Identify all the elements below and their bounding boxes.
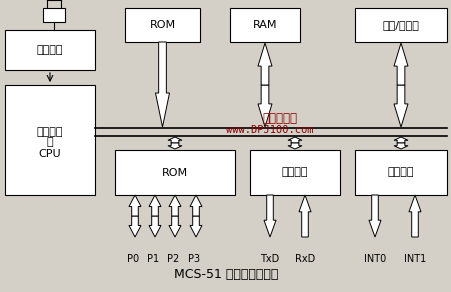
Polygon shape [129, 195, 141, 216]
Text: 中断系统: 中断系统 [387, 168, 413, 178]
Polygon shape [393, 143, 407, 149]
Bar [125, 8, 199, 42]
Polygon shape [168, 143, 182, 149]
Text: 定时/计算器: 定时/计算器 [382, 20, 419, 30]
Text: RxD: RxD [294, 254, 314, 264]
Text: MCS-51 单片机结构框图: MCS-51 单片机结构框图 [174, 267, 277, 281]
Bar [43, 8, 65, 22]
Polygon shape [368, 195, 380, 237]
Text: P3: P3 [188, 254, 200, 264]
Polygon shape [393, 85, 407, 127]
Text: 时钟电路: 时钟电路 [37, 45, 63, 55]
Text: ROM: ROM [161, 168, 188, 178]
Text: 串行接口: 串行接口 [281, 168, 308, 178]
Bar [5, 30, 95, 70]
Bar [249, 150, 339, 195]
Text: INT1: INT1 [403, 254, 425, 264]
Text: P1: P1 [147, 254, 159, 264]
Bar [354, 150, 446, 195]
Polygon shape [129, 216, 141, 237]
Text: 器: 器 [46, 137, 53, 147]
Polygon shape [149, 195, 161, 216]
Polygon shape [169, 195, 180, 216]
Polygon shape [189, 216, 202, 237]
Bar [5, 85, 95, 195]
Bar [354, 8, 446, 42]
Polygon shape [258, 43, 272, 85]
Text: 单片机之家: 单片机之家 [262, 112, 297, 124]
Polygon shape [149, 216, 161, 237]
Polygon shape [408, 195, 420, 237]
Text: TxD: TxD [260, 254, 279, 264]
Text: www.DPJ100.com: www.DPJ100.com [226, 125, 313, 135]
Text: 中央处理: 中央处理 [37, 127, 63, 137]
Polygon shape [155, 42, 169, 127]
Polygon shape [168, 137, 182, 143]
Polygon shape [287, 137, 301, 143]
Bar [230, 8, 299, 42]
Text: P0: P0 [127, 254, 139, 264]
Polygon shape [393, 137, 407, 143]
Text: RAM: RAM [252, 20, 276, 30]
Polygon shape [189, 195, 202, 216]
Bar [115, 150, 235, 195]
Polygon shape [258, 85, 272, 127]
Polygon shape [393, 43, 407, 85]
Polygon shape [169, 216, 180, 237]
Text: INT0: INT0 [363, 254, 385, 264]
Text: ROM: ROM [149, 20, 175, 30]
Polygon shape [263, 195, 276, 237]
Polygon shape [299, 195, 310, 237]
Text: P2: P2 [166, 254, 179, 264]
Text: CPU: CPU [39, 149, 61, 159]
Polygon shape [287, 143, 301, 149]
